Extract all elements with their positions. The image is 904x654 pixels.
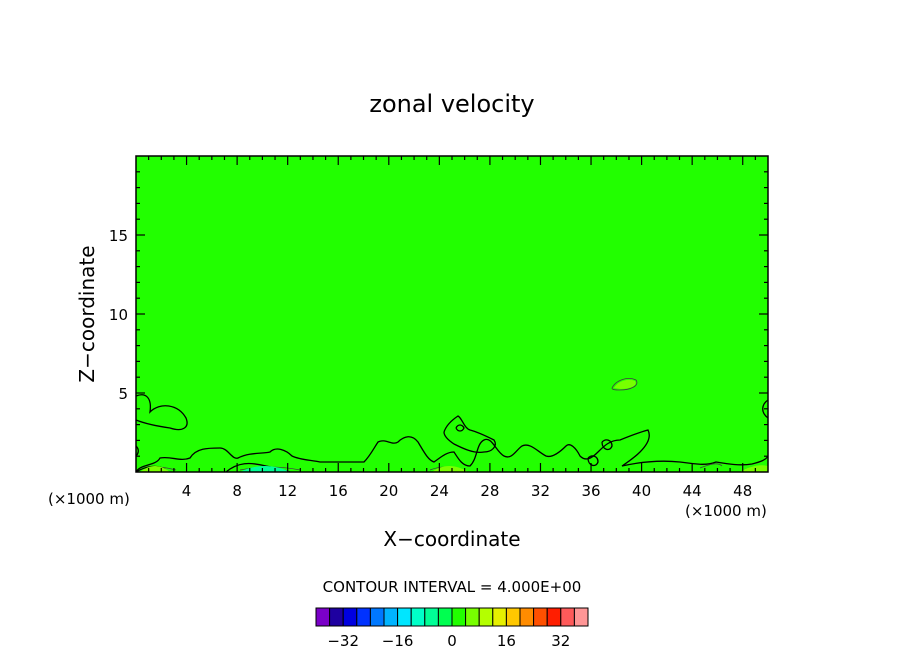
x-axis-label: X−coordinate <box>383 527 520 551</box>
colorbar-swatch-8 <box>424 607 439 627</box>
y-axis-label: Z−coordinate <box>75 245 99 382</box>
x-tick-label-40: 40 <box>632 482 651 500</box>
y-tick-label-5: 5 <box>118 385 128 403</box>
x-tick-label-16: 16 <box>329 482 348 500</box>
y-tick-labels: 5 10 15 <box>109 227 128 403</box>
x-tick-labels: 4 8 12 16 20 24 28 32 36 40 44 48 <box>182 482 752 500</box>
contour-small-loop-1 <box>587 455 599 467</box>
x-tick-label-4: 4 <box>182 482 192 500</box>
x-tick-marks <box>148 156 756 472</box>
colorbar-swatch-10 <box>451 607 467 627</box>
colorbar-swatch-13 <box>492 607 507 627</box>
x-tick-label-12: 12 <box>278 482 297 500</box>
colorbar-swatch-16 <box>533 607 548 627</box>
patch-center <box>432 466 468 472</box>
patch-left <box>140 466 170 472</box>
x-unit-label-left: (×1000 m) <box>48 490 130 508</box>
patch-blob <box>614 379 636 389</box>
x-unit-label-right: (×1000 m) <box>685 502 767 520</box>
contour-peak <box>443 415 496 454</box>
colorbar-swatch-0 <box>315 607 331 627</box>
colorbar <box>315 607 589 627</box>
colorbar-swatch-9 <box>437 607 453 627</box>
contour-inner-peak <box>455 424 465 432</box>
y-tick-label-15: 15 <box>109 227 128 245</box>
colorbar-swatch-4 <box>369 607 385 627</box>
colorbar-swatch-5 <box>383 607 399 627</box>
colorbar-labels: −32 −16 0 16 32 <box>327 632 570 650</box>
x-tick-label-32: 32 <box>531 482 550 500</box>
patch-mid <box>240 466 290 472</box>
x-tick-label-44: 44 <box>683 482 702 500</box>
x-tick-label-28: 28 <box>480 482 499 500</box>
contour-bottom-band <box>135 429 769 473</box>
x-tick-label-36: 36 <box>581 482 600 500</box>
colorbar-swatch-6 <box>397 607 412 627</box>
colorbar-swatch-12 <box>478 607 494 627</box>
colorbar-label--16: −16 <box>382 632 414 650</box>
colorbar-swatch-11 <box>465 607 480 627</box>
patch-right <box>740 465 768 472</box>
contour-left-lobe <box>135 394 188 431</box>
colorbar-swatch-1 <box>329 607 344 627</box>
colorbar-swatch-19 <box>573 607 589 627</box>
contour-right-edge <box>762 399 769 419</box>
chart-title: zonal velocity <box>369 90 534 118</box>
colorbar-label-32: 32 <box>551 632 570 650</box>
colorbar-swatch-2 <box>342 607 358 627</box>
y-tick-marks <box>136 171 768 457</box>
x-tick-label-48: 48 <box>733 482 752 500</box>
colorbar-swatch-18 <box>560 607 575 627</box>
contour-blob-right <box>611 378 638 391</box>
colorbar-swatch-15 <box>519 607 535 627</box>
plot-background <box>136 156 768 472</box>
contour-dash-right <box>699 463 723 469</box>
colorbar-label-16: 16 <box>497 632 516 650</box>
colorbar-label-0: 0 <box>447 632 457 650</box>
contour-fill-patches <box>140 379 768 472</box>
x-tick-label-8: 8 <box>232 482 242 500</box>
colorbar-swatch-7 <box>410 607 426 627</box>
x-tick-label-24: 24 <box>430 482 449 500</box>
x-tick-label-20: 20 <box>379 482 398 500</box>
colorbar-swatch-3 <box>356 607 371 627</box>
colorbar-label--32: −32 <box>327 632 359 650</box>
colorbar-swatch-14 <box>505 607 521 627</box>
contour-small-loop-2 <box>601 439 613 451</box>
y-tick-label-10: 10 <box>109 306 128 324</box>
colorbar-swatch-17 <box>546 607 562 627</box>
contour-interval-label: CONTOUR INTERVAL = 4.000E+00 <box>323 578 582 596</box>
